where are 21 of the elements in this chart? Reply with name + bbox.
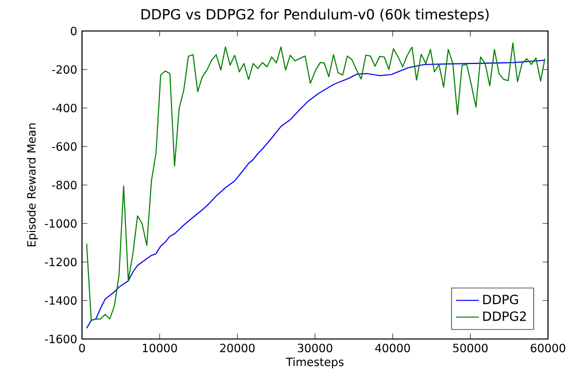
x-tick-label: 60000	[530, 344, 566, 352]
x-tick-label: 40000	[375, 344, 410, 352]
y-axis-title: Episode Reward Mean	[26, 124, 38, 246]
y-tick-label: -1600	[44, 334, 77, 344]
x-axis-title: Timesteps	[286, 357, 344, 368]
y-tick-label: -200	[52, 65, 77, 74]
y-tick-label: 0	[70, 26, 77, 36]
y-tick-label: -1400	[44, 296, 77, 305]
legend-label: DDPG2	[483, 311, 526, 321]
legend-label: DDPG	[483, 294, 518, 304]
y-tick-label: -1000	[44, 219, 77, 228]
x-tick-label: 50000	[453, 344, 488, 352]
y-tick-label: -400	[52, 104, 77, 112]
y-tick-label: -600	[52, 142, 77, 151]
x-tick-label: 10000	[142, 344, 177, 352]
y-tick-label: -1200	[44, 258, 77, 266]
chart-title: DDPG vs DDPG2 for Pendulum-v0 (60k timesteps)	[142, 8, 489, 22]
x-tick-label: 20000	[220, 344, 255, 352]
x-tick-label: 0	[79, 344, 85, 352]
x-tick-label: 30000	[298, 344, 332, 352]
y-tick-label: -800	[52, 180, 77, 190]
